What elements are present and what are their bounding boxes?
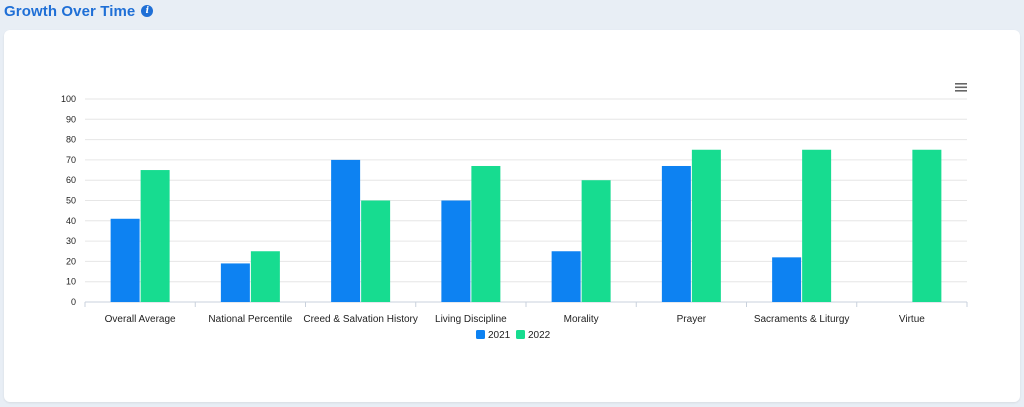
bar-2022[interactable] [581,180,611,302]
bar-2021[interactable] [441,200,471,303]
bar-2022[interactable] [912,149,942,302]
y-tick-label: 100 [61,94,76,104]
chart-header: Growth Over Time i [4,0,154,22]
y-tick-label: 20 [66,256,76,266]
y-tick-label: 90 [66,114,76,124]
y-tick-label: 80 [66,135,76,145]
chart-card [4,30,1020,402]
bar-2022[interactable] [140,170,170,302]
bar-2022[interactable] [250,251,280,302]
legend-label-2021[interactable]: 2021 [488,330,511,341]
legend-label-2022[interactable]: 2022 [528,330,551,341]
x-tick-label: National Percentile [208,314,292,325]
x-tick-label: Sacraments & Liturgy [754,314,850,325]
y-tick-label: 30 [66,236,76,246]
y-tick-label: 50 [66,196,76,206]
x-tick-label: Prayer [677,314,707,325]
x-tick-label: Morality [564,314,599,325]
page-title: Growth Over Time [4,2,136,20]
x-tick-label: Living Discipline [435,314,507,325]
bar-2022[interactable] [691,149,721,302]
legend-swatch-2021[interactable] [476,330,485,339]
legend-swatch-2022[interactable] [516,330,525,339]
bar-2022[interactable] [471,165,501,302]
hamburger-menu-icon[interactable] [951,80,971,94]
y-tick-label: 10 [66,277,76,287]
y-tick-label: 0 [71,297,76,307]
info-icon[interactable]: i [141,5,154,17]
bar-2021[interactable] [110,218,140,302]
bar-2021[interactable] [551,251,581,302]
bar-2022[interactable] [361,200,391,303]
bar-2021[interactable] [661,165,691,302]
x-tick-label: Overall Average [105,314,176,325]
bar-2021[interactable] [220,263,250,302]
x-tick-label: Virtue [899,314,925,325]
bar-2021[interactable] [331,159,361,302]
x-tick-label: Creed & Salvation History [303,314,418,325]
y-tick-label: 70 [66,155,76,165]
bar-2022[interactable] [802,149,832,302]
y-tick-label: 40 [66,216,76,226]
y-tick-label: 60 [66,175,76,185]
bar-2021[interactable] [772,257,802,302]
